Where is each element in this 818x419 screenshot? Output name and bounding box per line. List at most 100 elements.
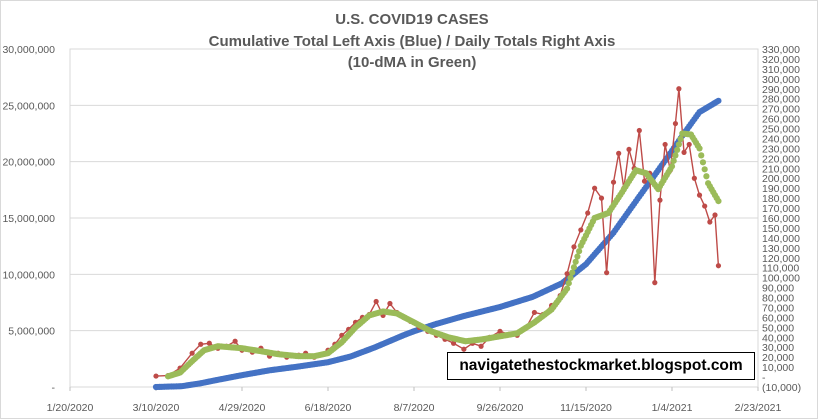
series-10-dma <box>164 130 722 380</box>
right-tick-label: 160,000 <box>762 213 800 225</box>
right-tick-label: 140,000 <box>762 233 800 245</box>
right-tick-label: 280,000 <box>762 94 800 106</box>
right-tick-label: 20,000 <box>762 352 794 364</box>
right-tick-label: 70,000 <box>762 302 794 314</box>
daily-total-point <box>662 141 668 148</box>
right-tick-label: 90,000 <box>762 283 794 295</box>
right-tick-label: 60,000 <box>762 312 794 324</box>
moving-average-point <box>675 141 682 148</box>
moving-average-point <box>668 163 676 170</box>
daily-total-point <box>153 373 159 379</box>
daily-total-point <box>672 120 679 127</box>
x-tick-label: 1/20/2020 <box>47 402 94 414</box>
daily-total-point <box>626 146 632 153</box>
daily-total-point <box>564 271 570 277</box>
daily-total-point <box>715 263 722 269</box>
title-line: (10-dMA in Green) <box>348 54 477 71</box>
right-tick-label: 30,000 <box>762 342 794 354</box>
right-tick-label: 50,000 <box>762 322 794 334</box>
daily-total-point <box>610 179 617 185</box>
left-tick-label: 20,000,000 <box>2 157 55 169</box>
right-tick-label: 320,000 <box>762 54 800 66</box>
moving-average-point <box>698 152 705 159</box>
daily-total-point <box>461 346 467 352</box>
right-tick-label: 310,000 <box>762 64 800 76</box>
moving-average-point <box>674 146 681 154</box>
right-tick-label: 290,000 <box>762 84 800 96</box>
daily-total-point <box>497 328 503 334</box>
daily-total-point <box>578 227 584 233</box>
daily-total-point <box>676 86 682 92</box>
right-tick-label: (10,000) <box>762 382 801 394</box>
daily-total-point <box>686 141 692 148</box>
left-tick-label: 10,000,000 <box>2 269 55 281</box>
right-tick-label: 170,000 <box>762 203 800 215</box>
right-tick-label: 100,000 <box>762 273 800 285</box>
right-tick-label: - <box>762 372 766 384</box>
daily-total-point <box>478 343 484 349</box>
moving-average-point <box>574 253 581 260</box>
x-tick-label: 11/15/2020 <box>560 402 612 414</box>
left-tick-label: 15,000,000 <box>2 213 55 225</box>
daily-total-point <box>571 244 577 250</box>
x-tick-label: 9/26/2020 <box>477 402 524 414</box>
cumulative-total-point <box>715 97 722 104</box>
left-tick-label: - <box>52 382 56 394</box>
daily-total-point <box>387 300 393 307</box>
daily-total-point <box>585 210 591 216</box>
moving-average-point <box>563 285 571 292</box>
daily-total-point <box>657 197 663 203</box>
daily-total-point <box>641 178 648 184</box>
daily-total-point <box>373 298 379 305</box>
right-tick-label: 220,000 <box>762 153 800 165</box>
daily-total-point <box>206 340 212 346</box>
right-tick-label: 270,000 <box>762 104 800 116</box>
moving-average-point <box>696 145 703 152</box>
x-tick-label: 6/18/2020 <box>305 402 352 414</box>
daily-total-point <box>232 338 238 344</box>
daily-total-point <box>636 127 642 134</box>
x-tick-label: 1/4/2021 <box>652 402 693 414</box>
moving-average-point <box>715 198 722 205</box>
right-tick-label: 80,000 <box>762 293 794 305</box>
daily-total-point <box>712 212 718 218</box>
moving-average-point <box>565 280 572 287</box>
moving-average-point <box>677 135 684 143</box>
title-line: U.S. COVID19 CASES <box>335 11 488 28</box>
x-tick-label: 2/23/2021 <box>735 402 782 414</box>
daily-total-point <box>616 150 622 156</box>
right-tick-label: 180,000 <box>762 193 800 205</box>
moving-average-point <box>576 248 583 255</box>
right-tick-label: 250,000 <box>762 124 800 136</box>
right-tick-label: 130,000 <box>762 243 800 255</box>
daily-total-point <box>707 219 713 225</box>
moving-average-point <box>701 166 708 173</box>
right-tick-label: 150,000 <box>762 223 800 235</box>
daily-total-point <box>604 270 610 276</box>
x-tick-label: 8/7/2020 <box>394 402 435 414</box>
daily-total-point <box>198 341 204 347</box>
right-tick-label: 240,000 <box>762 133 800 145</box>
right-axis-tick-labels: (10,000)-10,00020,00030,00040,00050,0006… <box>762 44 801 394</box>
gridlines <box>70 48 758 388</box>
moving-average-point <box>572 258 579 265</box>
right-tick-label: 210,000 <box>762 163 800 175</box>
right-tick-label: 230,000 <box>762 143 800 155</box>
x-tick-label: 3/10/2020 <box>133 402 180 414</box>
moving-average-point <box>699 159 707 166</box>
right-tick-label: 260,000 <box>762 114 800 126</box>
daily-total-point <box>652 280 658 286</box>
left-tick-label: 25,000,000 <box>2 100 55 112</box>
moving-average-point <box>567 274 574 281</box>
daily-total-point <box>450 340 457 346</box>
right-tick-label: 40,000 <box>762 332 794 344</box>
right-tick-label: 300,000 <box>762 74 800 86</box>
x-axis-tick-labels: 1/20/2020 3/10/2020 4/29/2020 6/18/2020 8/7/… <box>47 387 782 414</box>
daily-total-point <box>702 203 708 209</box>
watermark-annotation: navigatethestockmarket.blogspot.com <box>447 352 755 380</box>
daily-total-point <box>598 195 605 201</box>
moving-average-point <box>670 157 677 164</box>
daily-total-point <box>681 149 687 155</box>
daily-total-point <box>189 350 195 356</box>
